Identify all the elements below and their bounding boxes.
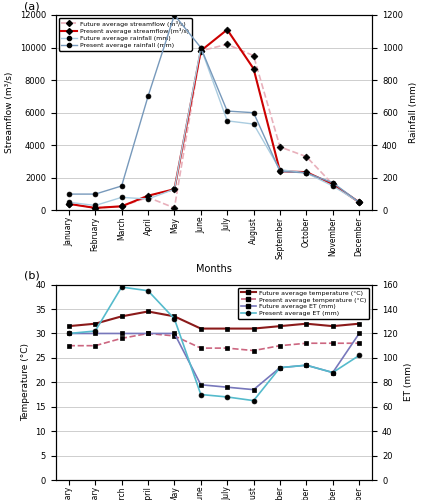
Y-axis label: ET (mm): ET (mm) (404, 363, 413, 402)
X-axis label: Months: Months (196, 264, 232, 274)
Y-axis label: Streamflow (m³/s): Streamflow (m³/s) (5, 72, 14, 154)
Legend: Future average streamflow (m³/s), Present average streamflow (m³/s), Future aver: Future average streamflow (m³/s), Presen… (59, 18, 192, 50)
Y-axis label: Temperature (°C): Temperature (°C) (21, 344, 30, 421)
Text: (b): (b) (24, 270, 40, 280)
Text: (a): (a) (24, 1, 40, 11)
Y-axis label: Rainfall (mm): Rainfall (mm) (409, 82, 418, 144)
Legend: Future average temperature (°C), Present average temperature (°C), Future averag: Future average temperature (°C), Present… (238, 288, 369, 319)
